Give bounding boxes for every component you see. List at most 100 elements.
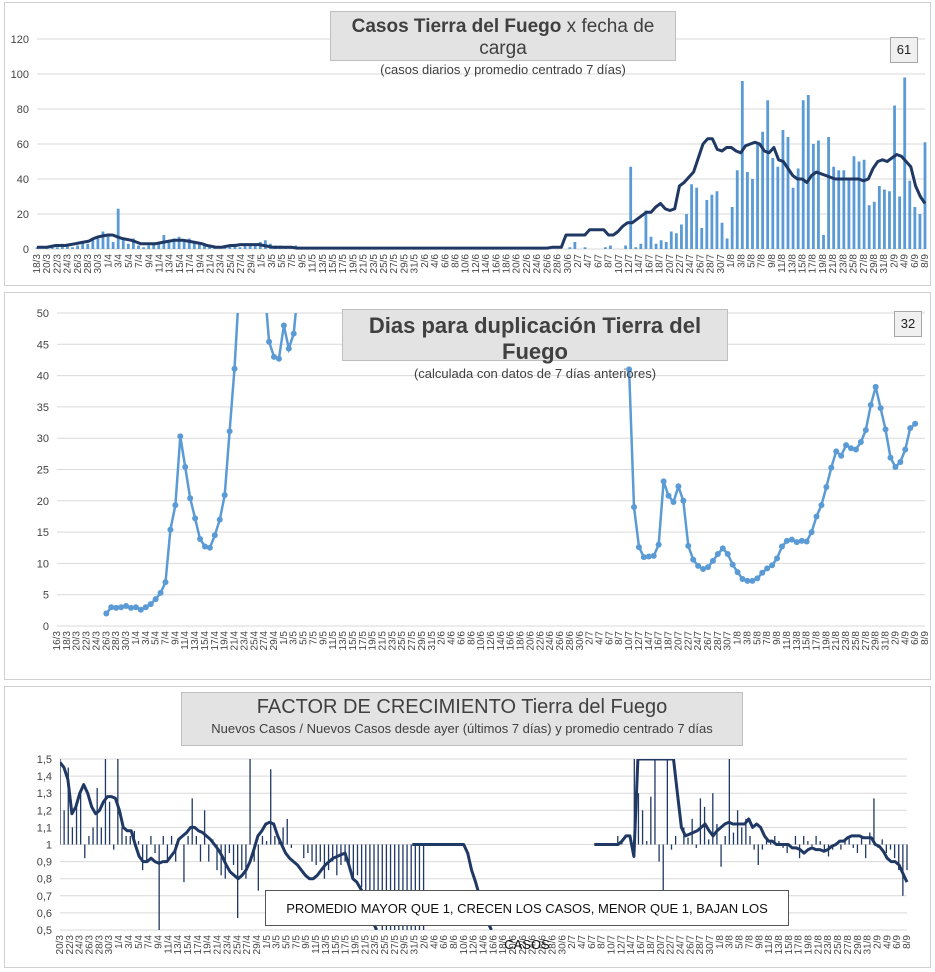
doubling-point xyxy=(631,504,638,511)
cases-xtick-label: 8/9 xyxy=(920,254,931,268)
growth-xtick-label: 9/5 xyxy=(301,935,312,949)
doubling-xtick-label: 1/5 xyxy=(279,631,290,645)
cases-average-line xyxy=(37,137,927,250)
cases-xtick-label: 4/9 xyxy=(900,254,911,268)
doubling-xtick-label: 29/8 xyxy=(871,631,882,651)
growth-xtick-label: 5/8 xyxy=(735,935,746,949)
cases-xtick-label: 4/7 xyxy=(583,254,594,268)
doubling-xtick-label: 21/8 xyxy=(831,631,842,651)
doubling-xtick-label: 20/3 xyxy=(72,631,83,651)
doubling-point xyxy=(754,575,761,582)
cases-xtick-label: 31/5 xyxy=(410,254,421,274)
cases-xtick-label: 30/6 xyxy=(563,254,574,274)
doubling-ytick-label: 50 xyxy=(37,308,49,320)
growth-ytick-label: 0,6 xyxy=(37,908,52,920)
growth-xtick-label: 20/3 xyxy=(55,935,66,955)
cases-xtick-label: 24/6 xyxy=(532,254,543,274)
doubling-chart-title: Dias para duplicación Tierra del Fuego xyxy=(368,313,702,364)
growth-xtick-label: 17/5 xyxy=(341,935,352,955)
growth-xtick-label: 29/4 xyxy=(252,935,263,955)
growth-xtick-label: 29/8 xyxy=(853,935,864,955)
growth-xtick-label: 5/5 xyxy=(282,935,293,949)
growth-xtick-label: 24/6 xyxy=(528,935,539,955)
doubling-xtick-label: 25/8 xyxy=(851,631,862,651)
growth-factor-subtitle: Nuevos Casos / Nuevos Casos desde ayer (… xyxy=(211,721,713,736)
doubling-point xyxy=(685,542,692,549)
cases-xtick-label: 27/8 xyxy=(859,254,870,274)
doubling-xtick-label: 1/4 xyxy=(131,631,142,645)
doubling-point xyxy=(887,454,894,461)
growth-xtick-label: 11/4 xyxy=(163,935,174,954)
doubling-point xyxy=(907,425,914,432)
growth-xtick-label: 4/7 xyxy=(577,935,588,949)
growth-xtick-label: 13/8 xyxy=(774,935,785,955)
doubling-xtick-label: 18/3 xyxy=(62,631,73,651)
doubling-ytick-label: 25 xyxy=(37,465,49,477)
doubling-point xyxy=(167,526,174,533)
doubling-xtick-label: 17/8 xyxy=(812,631,823,651)
doubling-xtick-label: 16/7 xyxy=(654,631,665,651)
growth-xtick-label: 8/7 xyxy=(597,935,608,949)
growth-xtick-label: 2/7 xyxy=(567,935,578,949)
doubling-xtick-label: 13/5 xyxy=(338,631,349,651)
growth-xtick-label: 12/6 xyxy=(469,935,480,955)
doubling-xtick-label: 24/7 xyxy=(693,631,704,651)
cases-xtick-label: 13/4 xyxy=(165,254,176,274)
growth-xtick-label: 27/8 xyxy=(843,935,854,955)
doubling-xtick-label: 28/7 xyxy=(713,631,724,651)
doubling-xtick-label: 24/3 xyxy=(91,631,102,651)
doubling-ytick-label: 20 xyxy=(37,496,49,508)
growth-xtick-label: 19/8 xyxy=(804,935,815,955)
cases-xtick-label: 26/6 xyxy=(542,254,553,274)
growth-ytick-label: 1,3 xyxy=(37,788,52,800)
cases-xtick-label: 9/8 xyxy=(767,254,778,268)
doubling-point xyxy=(774,555,781,562)
growth-average-line xyxy=(60,761,378,930)
doubling-point xyxy=(739,576,746,583)
growth-xtick-label: 10/6 xyxy=(459,935,470,955)
cases-xtick-label: 19/8 xyxy=(818,254,829,274)
growth-xtick-label: 2/6 xyxy=(419,935,430,949)
doubling-xtick-label: 22/3 xyxy=(82,631,93,651)
doubling-point xyxy=(221,492,228,499)
growth-xtick-label: 29/5 xyxy=(400,935,411,955)
doubling-xtick-label: 7/5 xyxy=(308,631,319,645)
cases-xtick-label: 7/8 xyxy=(757,254,768,268)
growth-xtick-label: 17/4 xyxy=(193,935,204,955)
growth-xtick-label: 20/6 xyxy=(508,935,519,955)
cases-xtick-label: 6/7 xyxy=(593,254,604,268)
cases-ytick-label: 40 xyxy=(17,174,29,186)
doubling-xtick-label: 15/4 xyxy=(200,631,211,651)
doubling-ytick-label: 10 xyxy=(37,558,49,570)
growth-xtick-label: 12/7 xyxy=(616,935,627,955)
doubling-point xyxy=(216,516,223,523)
cases-chart-title-rest: x fecha de carga xyxy=(479,16,655,59)
cases-xtick-label: 12/7 xyxy=(624,254,635,274)
cases-xtick-label: 24/7 xyxy=(685,254,696,274)
doubling-xtick-label: 9/8 xyxy=(772,631,783,645)
growth-xtick-label: 26/6 xyxy=(538,935,549,955)
cases-xtick-label: 17/5 xyxy=(338,254,349,274)
cases-xtick-label: 22/3 xyxy=(52,254,63,274)
growth-xtick-label: 3/5 xyxy=(272,935,283,949)
doubling-point xyxy=(843,442,850,449)
cases-xtick-label: 30/7 xyxy=(716,254,727,274)
doubling-xtick-label: 31/8 xyxy=(881,631,892,651)
growth-xtick-label: 7/8 xyxy=(744,935,755,949)
doubling-xtick-label: 28/3 xyxy=(111,631,122,651)
cases-xtick-label: 18/7 xyxy=(655,254,666,274)
doubling-point xyxy=(132,604,139,611)
doubling-point xyxy=(695,562,702,569)
doubling-point xyxy=(147,601,154,608)
doubling-point xyxy=(793,539,800,546)
doubling-xtick-label: 5/5 xyxy=(299,631,310,645)
growth-xtick-label: 6/9 xyxy=(892,935,903,949)
growth-ytick-label: 0,9 xyxy=(37,857,52,869)
doubling-point xyxy=(862,427,869,434)
growth-xtick-label: 9/4 xyxy=(153,935,164,949)
doubling-xtick-label: 31/5 xyxy=(427,631,438,651)
cases-xtick-label: 1/8 xyxy=(726,254,737,268)
doubling-point xyxy=(660,478,667,485)
growth-xtick-label: 19/4 xyxy=(203,935,214,955)
